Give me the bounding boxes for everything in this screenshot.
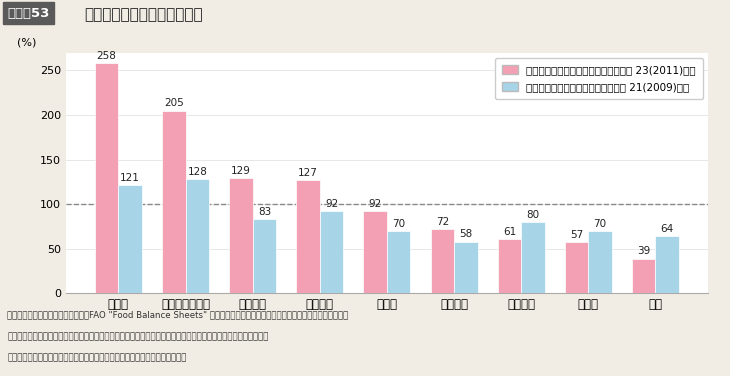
Text: 57: 57 xyxy=(570,230,583,240)
Text: 70: 70 xyxy=(593,219,607,229)
Text: 注２：畜産物及び加工品については、輸入飼料及び輸入原料を考慮して計算。: 注２：畜産物及び加工品については、輸入飼料及び輸入原料を考慮して計算。 xyxy=(7,354,187,363)
Text: 128: 128 xyxy=(188,167,207,177)
Bar xyxy=(588,231,612,293)
Bar xyxy=(162,111,185,293)
Text: 39: 39 xyxy=(637,246,650,256)
Text: 64: 64 xyxy=(661,224,674,234)
Bar xyxy=(656,236,679,293)
Bar xyxy=(118,185,142,293)
Text: 92: 92 xyxy=(325,199,338,209)
Bar xyxy=(387,231,410,293)
Text: 83: 83 xyxy=(258,207,271,217)
Bar xyxy=(95,63,118,293)
Bar xyxy=(185,179,209,293)
Text: 61: 61 xyxy=(503,227,516,237)
Text: 年度: 年度 xyxy=(669,74,680,84)
Bar xyxy=(498,239,521,293)
Bar xyxy=(320,211,343,293)
Bar xyxy=(229,178,253,293)
Text: 129: 129 xyxy=(231,166,251,176)
Text: 121: 121 xyxy=(120,173,140,183)
Text: 我が国と諸外国の食料自給率: 我が国と諸外国の食料自給率 xyxy=(84,7,202,22)
Text: 資料：農林水産省「食料需給表」、FAO "Food Balance Sheets" 等を基に農林水産省で試算。（アルコール類等は含まない）: 資料：農林水産省「食料需給表」、FAO "Food Balance Sheets… xyxy=(7,310,348,319)
Text: 図表－53: 図表－53 xyxy=(7,7,50,20)
Text: 205: 205 xyxy=(164,99,184,108)
Text: 258: 258 xyxy=(96,51,117,61)
Text: 58: 58 xyxy=(459,229,472,240)
Bar xyxy=(253,219,276,293)
Bar xyxy=(565,243,588,293)
Bar xyxy=(431,229,454,293)
Bar xyxy=(521,222,545,293)
Text: 70: 70 xyxy=(392,219,405,229)
Bar xyxy=(296,180,320,293)
Bar xyxy=(454,242,477,293)
Legend: カロリーベース総合食料自給率（平成 23(2011)年）, 生産額ベース総合食料自給率（平成 21(2009)年）: カロリーベース総合食料自給率（平成 23(2011)年）, 生産額ベース総合食料… xyxy=(495,58,703,99)
Bar xyxy=(632,259,656,293)
Text: 80: 80 xyxy=(526,210,539,220)
Text: 注１：数値は暦年（日本のみ年度）。スイス及びイギリス（生産額ベース）については、各政府の公表値を掲載。: 注１：数値は暦年（日本のみ年度）。スイス及びイギリス（生産額ベース）については、… xyxy=(7,332,269,341)
Text: 72: 72 xyxy=(436,217,449,227)
Text: 127: 127 xyxy=(298,168,318,178)
Text: 92: 92 xyxy=(369,199,382,209)
Bar xyxy=(364,211,387,293)
Text: 平成26(2014): 平成26(2014) xyxy=(646,61,702,70)
Y-axis label: (%): (%) xyxy=(18,38,36,48)
